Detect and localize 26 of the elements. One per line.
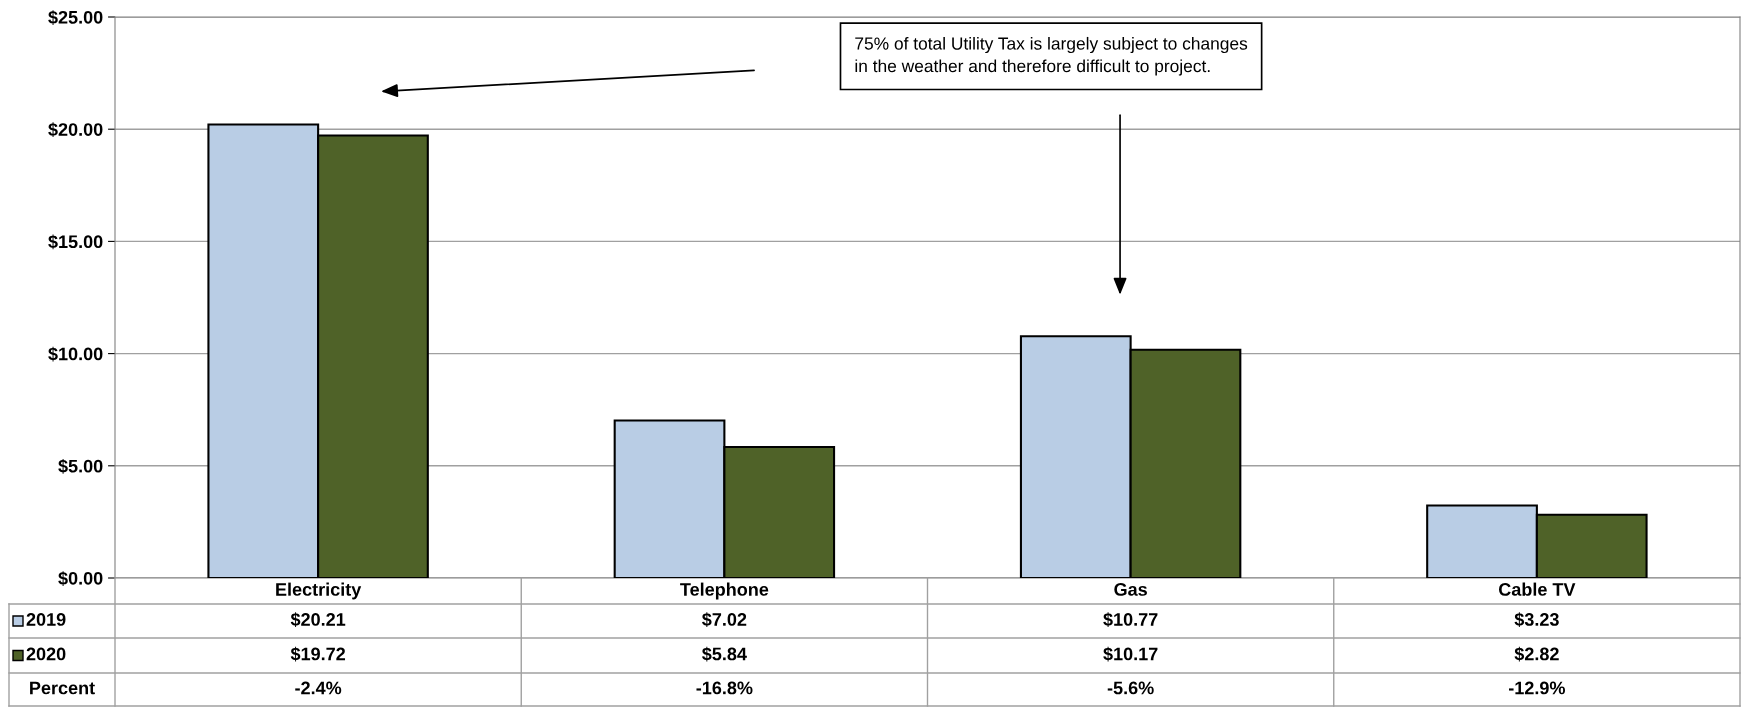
y-tick-label: $5.00 — [58, 458, 103, 474]
data-label: $10.17 — [1103, 646, 1158, 662]
x-tick-label: Electricity — [276, 582, 362, 600]
data-label: $3.23 — [1514, 612, 1559, 628]
text: -5.6% — [1107, 681, 1154, 695]
data-label: $7.02 — [702, 612, 747, 628]
text: Percent — [30, 681, 95, 695]
legend-label: 2019 — [26, 613, 66, 626]
text: -2.4% — [295, 681, 342, 695]
x-tick-label: Cable TV — [1498, 582, 1576, 596]
data-label: $5.84 — [702, 646, 747, 662]
data-label: $19.72 — [290, 646, 346, 662]
y-tick-label: $25.00 — [48, 10, 103, 25]
annotation: 75% of total Utility Tax is largely subject to changes in the weather and therefore difficult to project. — [855, 36, 1248, 76]
text: -16.8% — [696, 681, 753, 695]
y-tick-label: $15.00 — [48, 234, 103, 250]
data-label: $20.21 — [290, 612, 346, 628]
x-tick-label: Telephone — [680, 582, 769, 600]
data-label: $2.82 — [1514, 646, 1559, 662]
legend-label: 2020 — [26, 647, 66, 661]
x-tick-label: Gas — [1114, 583, 1147, 596]
y-tick-label: $0.00 — [58, 571, 103, 586]
text: -12.9% — [1508, 681, 1566, 695]
y-tick-label: $10.00 — [48, 346, 103, 362]
y-tick-label: $20.00 — [48, 122, 103, 138]
data-label: $10.77 — [1103, 612, 1158, 628]
